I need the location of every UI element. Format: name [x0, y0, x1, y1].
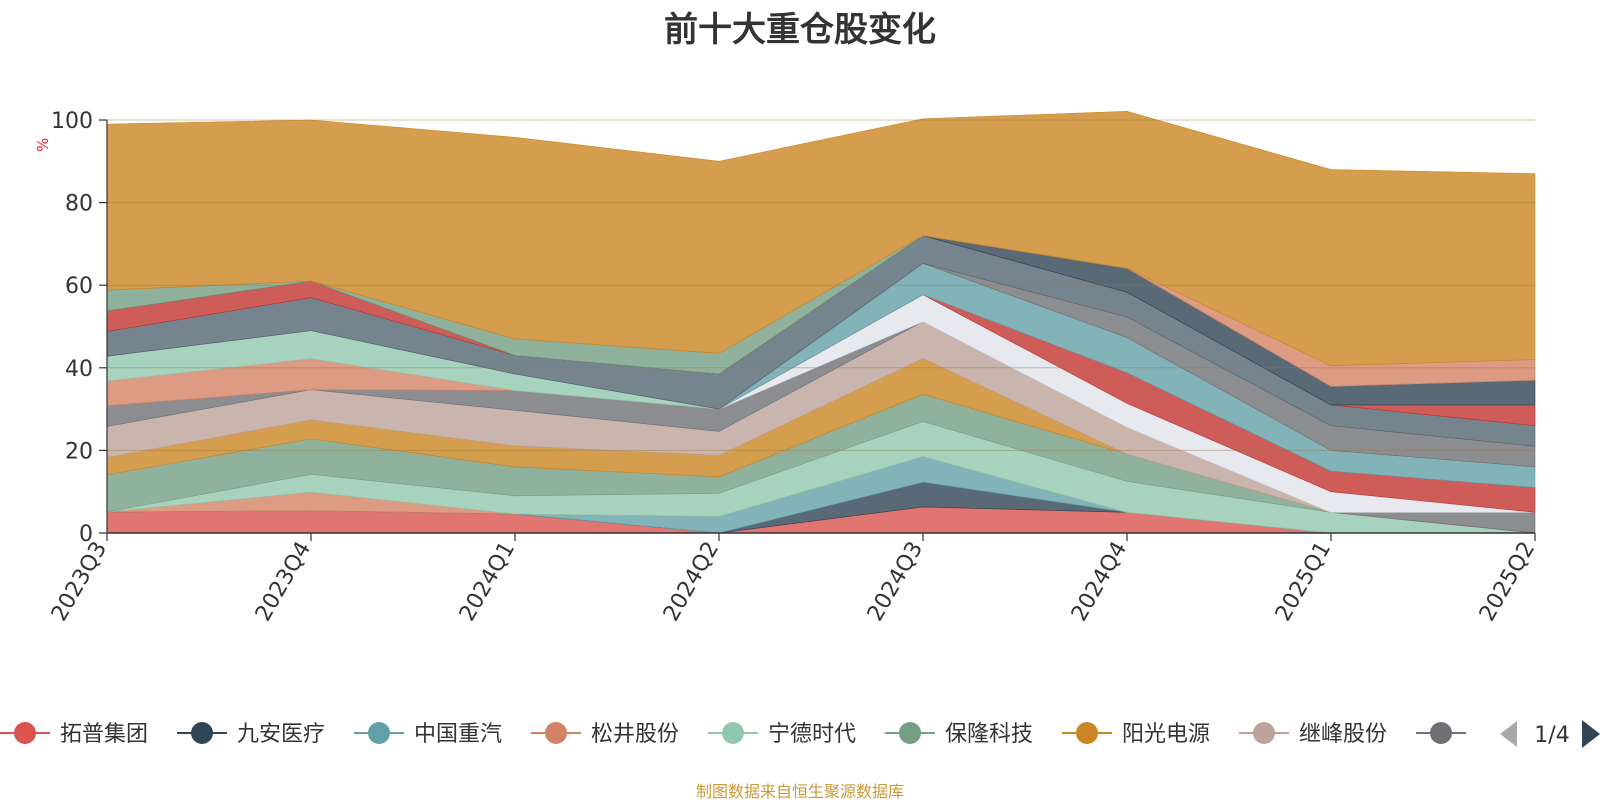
legend-label: 中国重汽 [414, 722, 502, 747]
legend-label: 继峰股份 [1299, 722, 1387, 747]
y-tick-label: 20 [65, 439, 93, 464]
legend-marker [1253, 722, 1275, 744]
x-tick-label: 2024Q3 [863, 538, 928, 626]
legend-prev-icon[interactable] [1500, 721, 1517, 747]
legend-label: 保隆科技 [945, 722, 1033, 747]
legend-marker [1430, 722, 1452, 744]
legend-next-icon[interactable] [1582, 720, 1600, 748]
x-tick-label: 2024Q4 [1067, 538, 1132, 626]
legend-marker [191, 722, 213, 744]
legend-label: 宁德时代 [768, 722, 856, 747]
chart-title: 前十大重仓股变化 [664, 10, 936, 50]
legend-item[interactable]: 中国重汽 [354, 722, 502, 747]
legend-marker [368, 722, 390, 744]
x-tick-label: 2025Q2 [1475, 538, 1540, 626]
legend-label: 九安医疗 [237, 722, 325, 747]
y-tick-label: 40 [65, 357, 93, 382]
legend-marker [1076, 722, 1098, 744]
x-tick-label: 2023Q4 [251, 538, 316, 626]
legend: 拓普集团 九安医疗 中国重汽 松井股份 宁德时代 保隆科技 阳光电源 继峰股份 1/4 [0, 720, 1600, 748]
legend-item[interactable]: 松井股份 [531, 722, 679, 747]
legend-label: 阳光电源 [1122, 722, 1210, 747]
legend-marker [899, 722, 921, 744]
area-series-group [106, 111, 1536, 534]
area-series-21 [106, 111, 1536, 367]
y-tick-label: 80 [65, 192, 93, 217]
x-tick-label: 2024Q1 [455, 538, 520, 626]
legend-item[interactable] [1416, 722, 1466, 744]
y-tick-label: 0 [79, 522, 93, 547]
x-tick-label: 2025Q1 [1271, 538, 1336, 626]
legend-item[interactable]: 阳光电源 [1062, 722, 1210, 747]
legend-marker [545, 722, 567, 744]
legend-label: 松井股份 [591, 722, 679, 747]
legend-item[interactable]: 九安医疗 [177, 722, 325, 747]
x-tick-label: 2024Q2 [659, 538, 724, 626]
legend-item[interactable]: 宁德时代 [708, 722, 856, 747]
y-tick-label: 60 [65, 274, 93, 299]
legend-item[interactable]: 保隆科技 [885, 722, 1033, 747]
legend-marker [14, 722, 36, 744]
y-tick-label: 100 [51, 109, 93, 134]
data-source-note: 制图数据来自恒生聚源数据库 [695, 782, 904, 801]
x-tick-label: 2023Q3 [47, 538, 112, 626]
grid-lines [107, 119, 1535, 451]
legend-marker [722, 722, 744, 744]
legend-page-indicator: 1/4 [1534, 723, 1569, 748]
legend-label: 拓普集团 [60, 722, 148, 747]
legend-item[interactable]: 拓普集团 [0, 722, 148, 747]
legend-item[interactable]: 继峰股份 [1239, 722, 1387, 747]
